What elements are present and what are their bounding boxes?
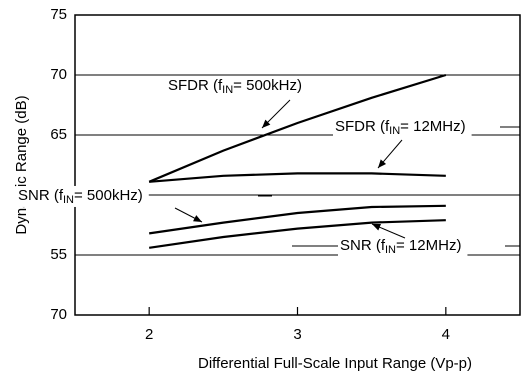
series-label: SNR (fIN= 12MHz) — [340, 237, 461, 256]
label-part: = 500kHz) — [233, 77, 302, 94]
label-part: SFDR (f — [335, 118, 390, 135]
plot-frame — [74, 14, 521, 316]
x-axis-label: Differential Full-Scale Input Range (Vp-… — [198, 355, 472, 372]
label-part: = 12MHz) — [396, 237, 461, 254]
label-part: = 12MHz) — [400, 118, 465, 135]
x-tick-label: 2 — [145, 326, 153, 343]
arrow-head — [378, 159, 387, 168]
label-part: SFDR (f — [168, 77, 223, 94]
label-background — [333, 116, 472, 138]
series-label: SFDR (fIN= 12MHz) — [335, 118, 466, 137]
subscript: IN — [222, 84, 233, 96]
x-tick-label: 4 — [442, 326, 450, 343]
subscript: IN — [385, 244, 396, 256]
series-line — [149, 172, 446, 183]
subscript: IN — [63, 194, 74, 206]
label-background — [166, 75, 308, 97]
arrow-head — [262, 119, 271, 128]
y-tick-label: 65 — [50, 126, 67, 143]
y-tick-label: 75 — [50, 6, 67, 23]
y-tick-label: 70 — [50, 306, 67, 323]
subscript: IN — [389, 125, 400, 137]
series-line — [148, 73, 447, 183]
y-axis-label: Dynamic Range (dB) — [13, 95, 30, 234]
label-background — [338, 235, 468, 257]
series-label: SFDR (fIN= 500kHz) — [168, 77, 302, 96]
label-part: = 500kHz) — [74, 187, 143, 204]
series-label: SNR (fIN= 500kHz) — [18, 187, 143, 206]
x-tick-label: 3 — [293, 326, 301, 343]
label-background — [16, 185, 149, 207]
arrow-head — [372, 224, 381, 231]
series-line — [149, 204, 446, 235]
label-part: SNR (f — [18, 187, 64, 204]
arrow-head — [193, 215, 202, 222]
series-line — [149, 219, 446, 249]
y-tick-label: 55 — [50, 246, 67, 263]
label-part: SNR (f — [340, 237, 386, 254]
y-tick-label: 70 — [50, 66, 67, 83]
